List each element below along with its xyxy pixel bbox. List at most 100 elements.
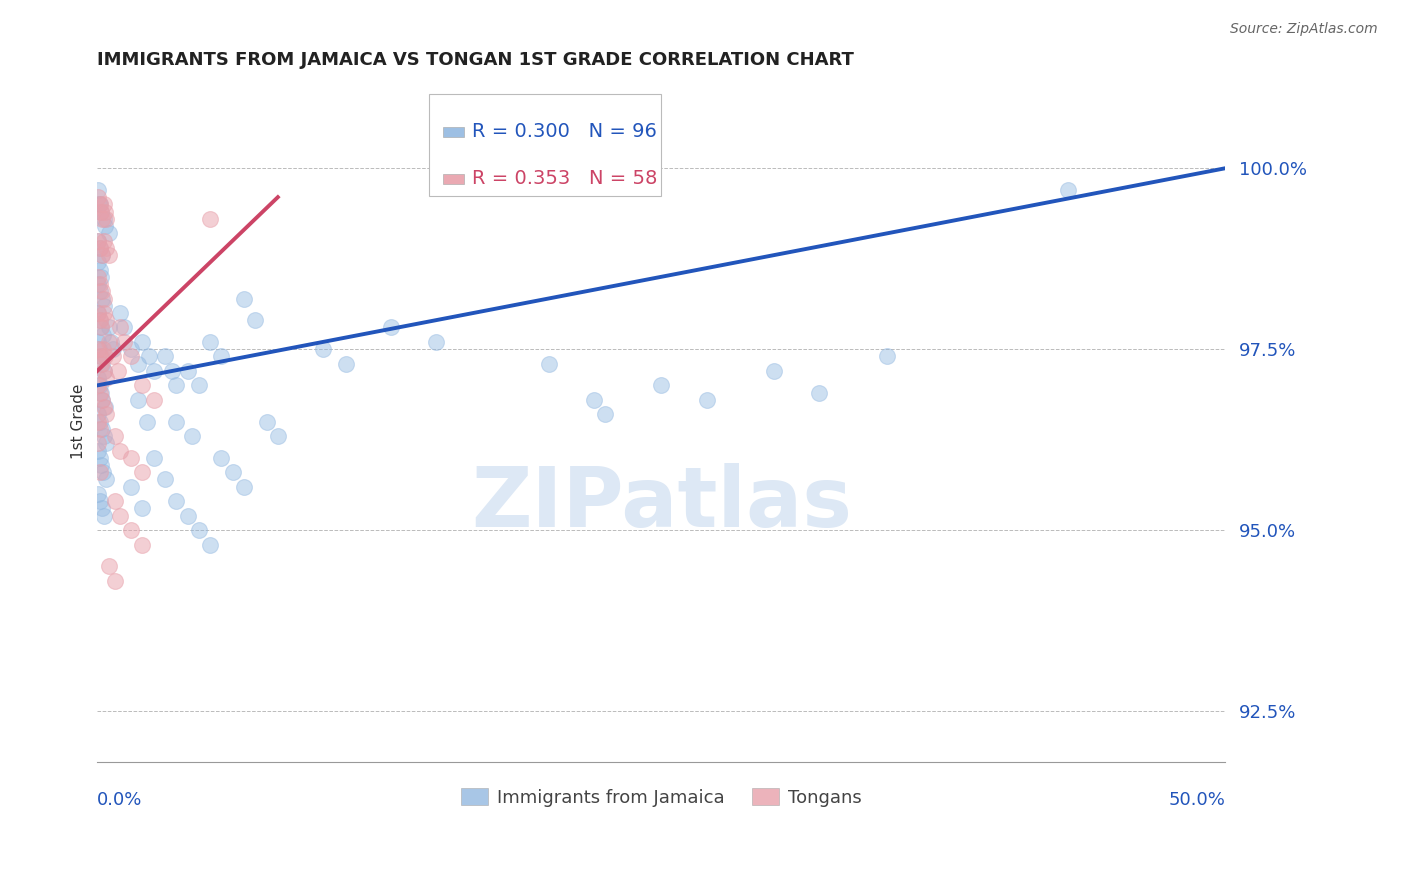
Point [96,407,118,421]
Point [93,211,115,226]
Point [90,204,112,219]
Point [209,450,232,465]
Point [90,292,112,306]
Point [187,523,209,537]
Point [87,277,110,291]
Point [187,378,209,392]
Point [93,364,115,378]
Point [90,392,112,407]
Point [90,211,112,226]
Point [89,494,111,508]
Point [335,357,357,371]
Point [256,415,278,429]
Point [312,342,335,356]
Text: ZIPatlas: ZIPatlas [471,463,852,544]
Point [165,378,187,392]
Point [104,429,127,443]
Point [87,190,110,204]
Point [97,334,120,349]
Point [87,269,110,284]
Point [222,465,245,479]
Point [181,429,204,443]
Point [153,473,176,487]
Point [91,342,114,356]
Point [89,350,111,364]
Point [90,357,112,371]
Point [90,248,112,262]
Point [93,306,115,320]
Point [120,450,142,465]
Point [87,334,110,349]
Point [89,197,111,211]
Point [233,292,256,306]
Point [425,334,447,349]
Legend: Immigrants from Jamaica, Tongans: Immigrants from Jamaica, Tongans [454,781,869,814]
Point [100,334,122,349]
Point [90,320,112,334]
Point [380,320,402,334]
Point [165,494,187,508]
Point [93,299,115,313]
Point [593,407,616,421]
Point [93,364,115,378]
Point [90,458,112,472]
Point [87,306,110,320]
Point [198,211,221,226]
Point [97,248,120,262]
Point [763,364,786,378]
Point [120,480,142,494]
Point [87,436,110,450]
Point [87,255,110,269]
Point [89,415,111,429]
Point [89,285,111,299]
Text: R = 0.353   N = 58: R = 0.353 N = 58 [472,169,658,188]
Point [91,327,114,342]
Point [90,392,112,407]
Point [96,241,118,255]
Point [131,334,153,349]
Point [93,429,115,443]
Text: 0.0%: 0.0% [97,790,143,809]
Point [87,407,110,421]
Point [89,422,111,436]
Point [93,400,115,414]
Point [142,450,165,465]
Point [138,350,160,364]
Point [87,487,110,501]
Point [90,320,112,334]
Point [108,508,131,523]
Point [96,313,118,327]
Point [89,241,111,255]
Point [87,234,110,248]
Point [90,357,112,371]
Point [112,320,135,334]
Point [108,320,131,334]
Point [233,480,256,494]
Point [90,385,112,400]
Point [94,219,117,233]
Point [87,378,110,392]
Point [87,183,110,197]
Point [153,350,176,364]
Point [93,197,115,211]
Point [90,350,112,364]
Point [537,357,560,371]
Point [176,508,198,523]
Point [696,392,718,407]
Point [87,234,110,248]
Point [89,313,111,327]
Point [808,385,831,400]
Point [96,211,118,226]
Point [89,197,111,211]
Point [876,350,898,364]
Point [650,378,672,392]
Point [90,501,112,516]
Point [91,465,114,479]
Point [136,415,159,429]
Point [90,269,112,284]
Point [93,292,115,306]
Point [131,501,153,516]
Text: Source: ZipAtlas.com: Source: ZipAtlas.com [1230,22,1378,37]
Point [198,538,221,552]
Point [1056,183,1078,197]
